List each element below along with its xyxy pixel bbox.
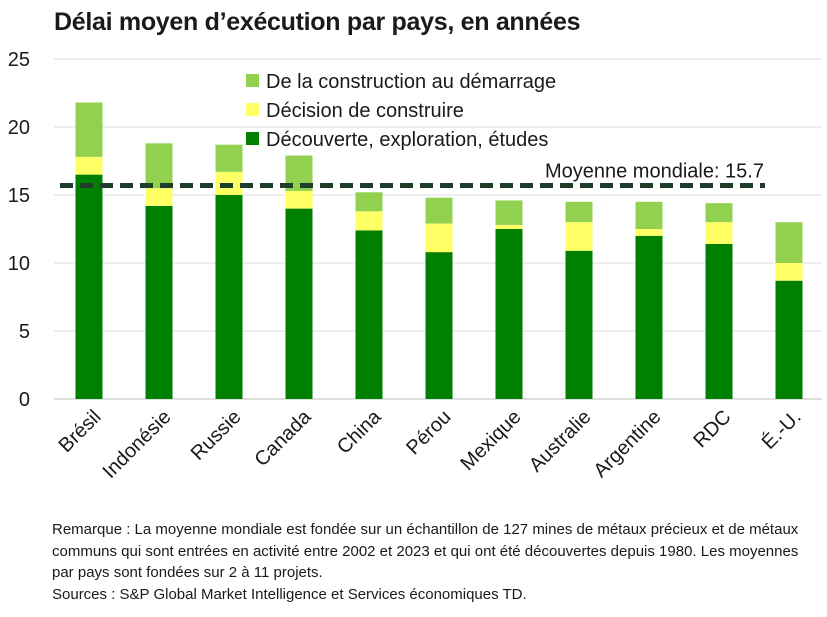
bar-segment xyxy=(705,243,733,399)
bar-segment xyxy=(285,208,313,399)
bar-segment xyxy=(635,201,663,229)
x-tick-label: Canada xyxy=(250,405,316,471)
bar-segment xyxy=(775,280,803,399)
x-tick-label: Brésil xyxy=(55,406,106,457)
bar-segment xyxy=(425,252,453,399)
bar-segment xyxy=(495,229,523,399)
x-tick-label: Mexique xyxy=(457,406,526,475)
bar-segment xyxy=(775,222,803,263)
bar-segment xyxy=(635,229,663,236)
bar-segment xyxy=(565,250,593,399)
bar-segment xyxy=(145,205,173,399)
bar-segment xyxy=(215,195,243,399)
bar-segment xyxy=(565,201,593,223)
bars xyxy=(75,102,803,399)
bar-segment xyxy=(495,200,523,225)
y-tick-label: 20 xyxy=(8,117,30,139)
y-tick-label: 5 xyxy=(19,321,30,343)
bar-segment xyxy=(75,102,103,157)
bar-segment xyxy=(355,211,383,231)
bar-segment xyxy=(425,197,453,224)
y-tick-label: 0 xyxy=(19,389,30,411)
chart-title: Délai moyen d’exécution par pays, en ann… xyxy=(54,8,581,36)
bar-segment xyxy=(75,156,103,175)
x-tick-label: É.-U. xyxy=(757,405,805,453)
x-tick-label: Pérou xyxy=(402,406,455,459)
bar-segment xyxy=(775,263,803,281)
bar-segment xyxy=(75,174,103,399)
bar-segment xyxy=(145,188,173,206)
x-tick-label: China xyxy=(333,405,386,458)
bar-segment xyxy=(565,222,593,251)
legend-swatch xyxy=(246,132,259,145)
legend-label: De la construction au démarrage xyxy=(266,71,556,93)
legend-label: Décision de construire xyxy=(266,100,464,122)
reference-line-label: Moyenne mondiale: 15.7 xyxy=(545,160,764,182)
bar-segment xyxy=(635,235,663,399)
x-tick-label: Russie xyxy=(187,406,246,465)
bar-segment xyxy=(495,224,523,229)
bar-segment xyxy=(215,144,243,172)
bar-segment xyxy=(355,192,383,212)
x-tick-label: Argentine xyxy=(589,406,665,482)
legend: De la construction au démarrage Décision … xyxy=(246,71,556,151)
y-axis: 0 5 10 15 20 25 xyxy=(8,49,30,411)
bar-segment xyxy=(705,222,733,244)
legend-swatch xyxy=(246,103,259,116)
remark-text: Remarque : La moyenne mondiale est fondé… xyxy=(52,521,799,581)
bar-segment xyxy=(425,223,453,253)
x-tick-label: RDC xyxy=(689,406,735,452)
bar-segment xyxy=(355,230,383,399)
bar-segment xyxy=(705,203,733,223)
y-tick-label: 25 xyxy=(8,49,30,71)
y-tick-label: 10 xyxy=(8,253,30,275)
sources-text: Sources : S&P Global Market Intelligence… xyxy=(52,585,527,603)
reference-line-group: Moyenne mondiale: 15.7 xyxy=(60,160,765,188)
x-tick-label: Australie xyxy=(525,406,596,477)
legend-label: Découverte, exploration, études xyxy=(266,129,548,151)
x-tick-label: Indonésie xyxy=(99,406,176,483)
bar-segment xyxy=(145,143,173,189)
chart-notes: Remarque : La moyenne mondiale est fondé… xyxy=(52,519,822,605)
legend-swatch xyxy=(246,74,259,87)
y-tick-label: 15 xyxy=(8,185,30,207)
bar-segment xyxy=(285,190,313,209)
